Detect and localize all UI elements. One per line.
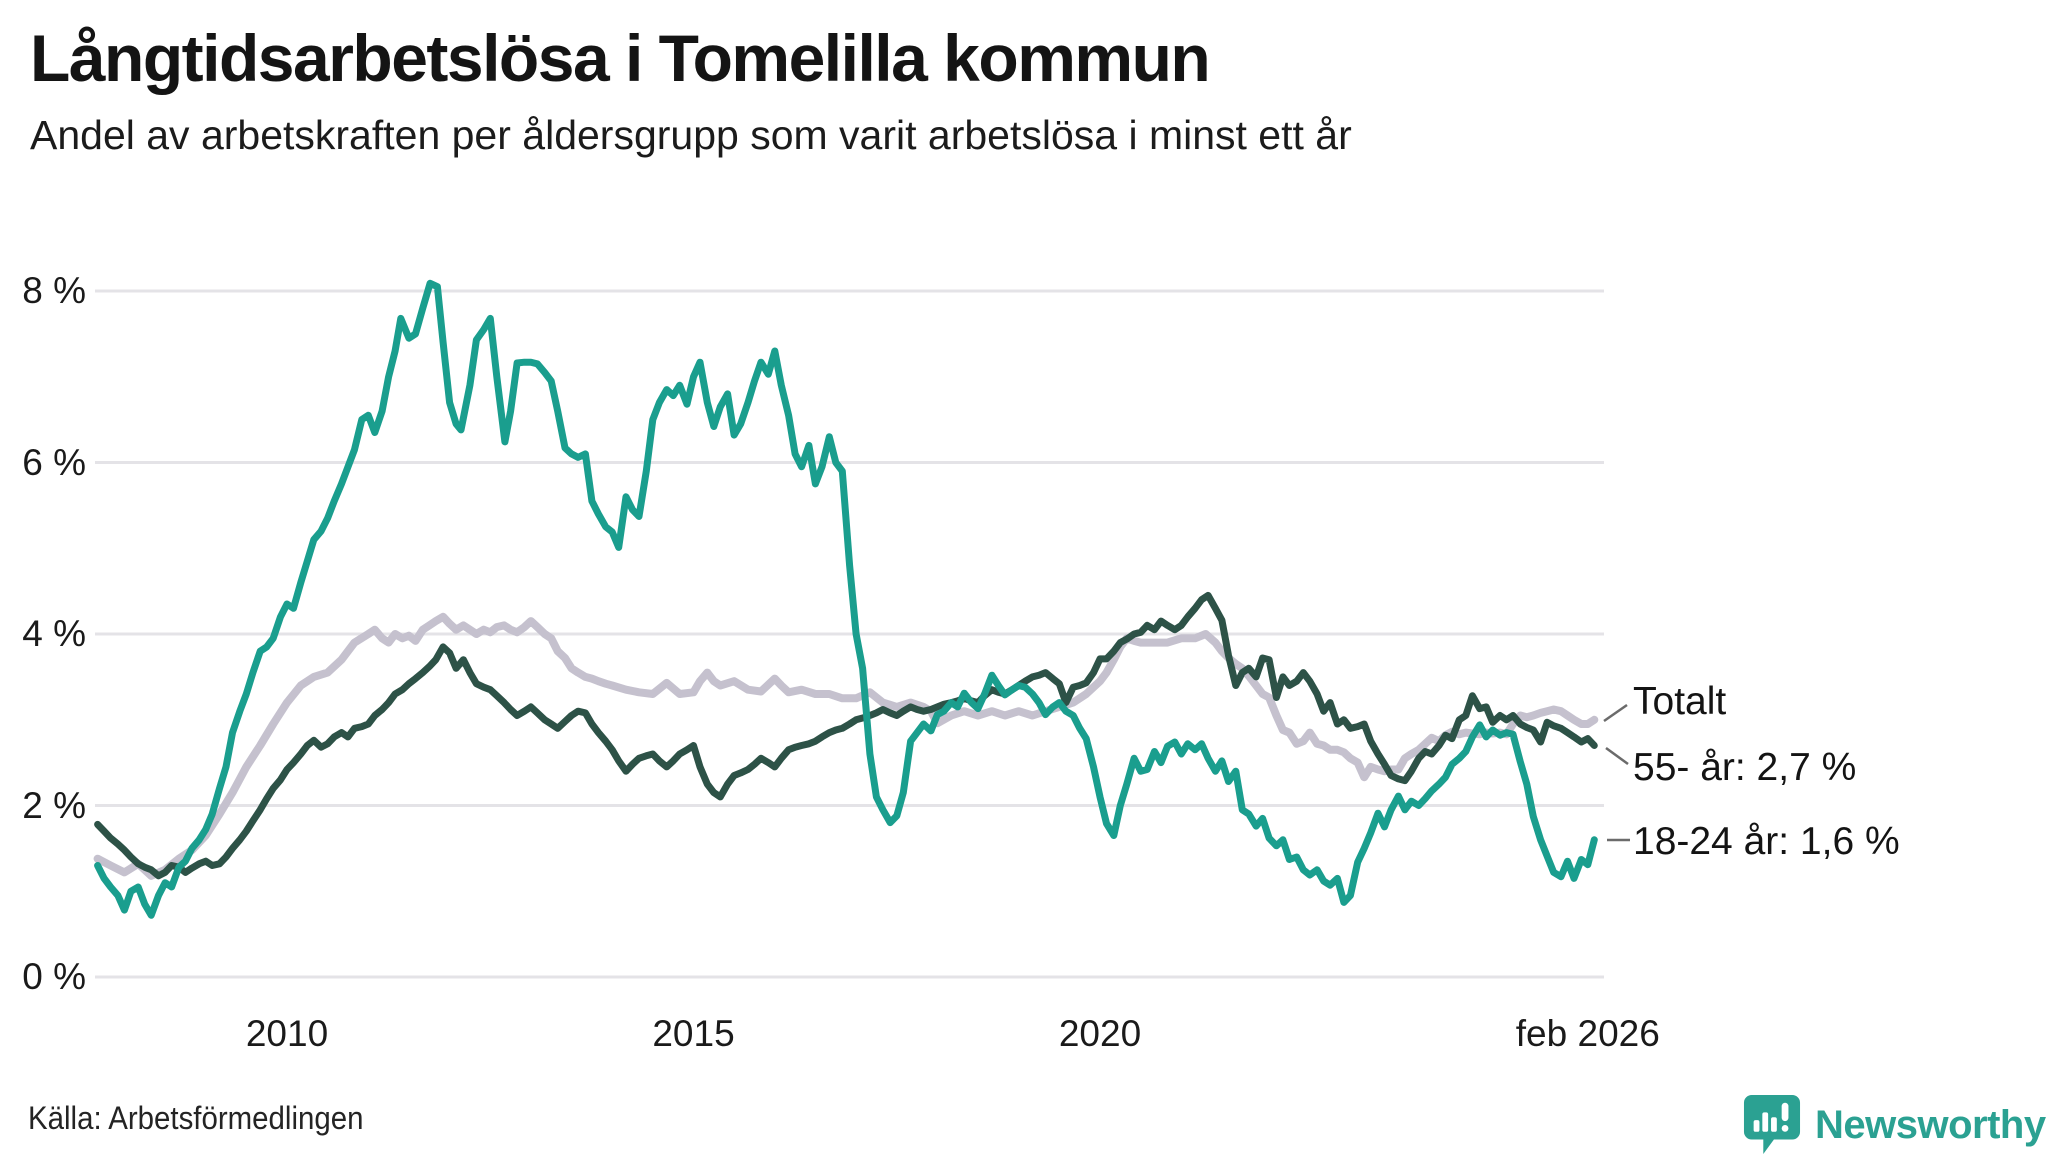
end-label: 55- år: 2,7 % (1633, 746, 1857, 789)
series-line-55-år (94, 591, 1598, 880)
x-tick-label: 2010 (245, 1013, 329, 1054)
source-note: Källa: Arbetsförmedlingen (28, 1100, 364, 1136)
end-label-connector-0 (1603, 703, 1628, 723)
y-tick-label: 2 % (22, 784, 86, 826)
x-tick-label: 2020 (1058, 1013, 1142, 1054)
end-label-connector-1 (1605, 746, 1629, 766)
chart-subtitle: Andel av arbetskraften per åldersgrupp s… (30, 112, 1352, 158)
series-line-18-24-år (94, 279, 1598, 919)
y-tick-label: 6 % (22, 441, 86, 483)
x-tick-label: 2015 (652, 1013, 735, 1054)
newsworthy-bubble-chart-icon (1743, 1095, 1801, 1154)
y-tick-label: 4 % (22, 613, 86, 654)
end-label: Totalt (1633, 680, 1727, 723)
newsworthy-wordmark: Newsworthy (1815, 1103, 2046, 1147)
end-label: 18-24 år: 1,6 % (1633, 820, 1900, 863)
page-title: Långtidsarbetslösa i Tomelilla kommun (30, 21, 1211, 95)
x-tick-label: feb 2026 (1515, 1013, 1660, 1054)
newsworthy-logo: Newsworthy (1743, 1094, 2046, 1156)
y-tick-label: 8 % (22, 270, 86, 311)
y-tick-label: 0 % (22, 956, 86, 997)
